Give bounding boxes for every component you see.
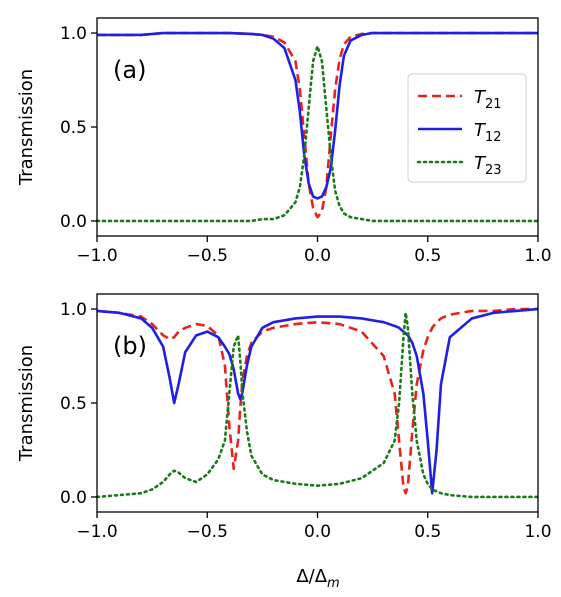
x-tick-label: 1.0 <box>524 522 551 542</box>
x-axis-label-sub: m <box>327 576 340 591</box>
panel-label: (b) <box>113 332 147 360</box>
y-axis-label: Transmission <box>16 69 37 186</box>
panel-b: −1.0 −0.5 0.0 0.5 1.0 0.0 0.5 1.0 Transmission (b… <box>16 293 552 542</box>
plot-frame <box>96 293 539 513</box>
legend-box <box>407 73 527 183</box>
y-tick-label: 1.0 <box>60 300 87 320</box>
legend-label: T21 <box>474 87 502 112</box>
legend-label-sub: 21 <box>485 97 502 112</box>
legend-label: T23 <box>474 153 502 178</box>
x-tick-label: 0.0 <box>304 522 331 542</box>
series-line-T23 <box>95 44 540 223</box>
legend-label-base: T <box>474 153 487 174</box>
legend-label-sub: 12 <box>485 130 502 145</box>
x-tick-label: 0.5 <box>414 522 441 542</box>
legend-label-sub: 23 <box>485 163 502 178</box>
x-tick-label: −0.5 <box>187 522 228 542</box>
series-line-T21 <box>96 307 538 495</box>
x-axis-label: Δ/Δm <box>296 566 339 591</box>
x-tick-label: −1.0 <box>76 522 117 542</box>
x-tick-label: 0.0 <box>304 246 331 266</box>
x-axis-label-main: Δ/Δ <box>296 566 327 587</box>
legend-label-base: T <box>474 120 487 141</box>
x-tick-label: −1.0 <box>76 246 117 266</box>
series-line-T23 <box>95 311 540 499</box>
x-tick-label: 0.5 <box>414 246 441 266</box>
x-tick-label: 1.0 <box>524 246 551 266</box>
y-tick-label: 0.5 <box>60 394 87 414</box>
legend-label: T12 <box>474 120 502 145</box>
y-tick-label: 1.0 <box>60 24 87 44</box>
legend-label-base: T <box>474 87 487 108</box>
panel-label: (a) <box>113 56 146 84</box>
y-tick-label: 0.0 <box>60 212 87 232</box>
y-tick-label: 0.0 <box>60 488 87 508</box>
y-axis-label: Transmission <box>16 345 37 462</box>
series-line-T12 <box>96 307 539 495</box>
y-tick-label: 0.5 <box>60 118 87 138</box>
x-tick-label: −0.5 <box>187 246 228 266</box>
series-line-T12 <box>97 31 538 200</box>
panel-a: −1.0 −0.5 0.0 0.5 1.0 0.0 0.5 1.0 Transmission (a… <box>16 17 552 266</box>
